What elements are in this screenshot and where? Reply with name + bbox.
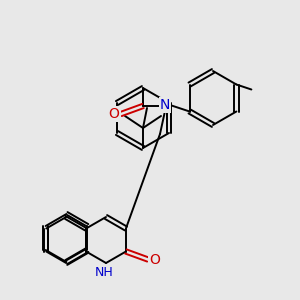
Text: NH: NH bbox=[94, 266, 113, 280]
Text: NH: NH bbox=[94, 266, 113, 280]
Text: O: O bbox=[109, 107, 119, 121]
Text: O: O bbox=[149, 253, 161, 266]
Text: N: N bbox=[160, 98, 170, 112]
